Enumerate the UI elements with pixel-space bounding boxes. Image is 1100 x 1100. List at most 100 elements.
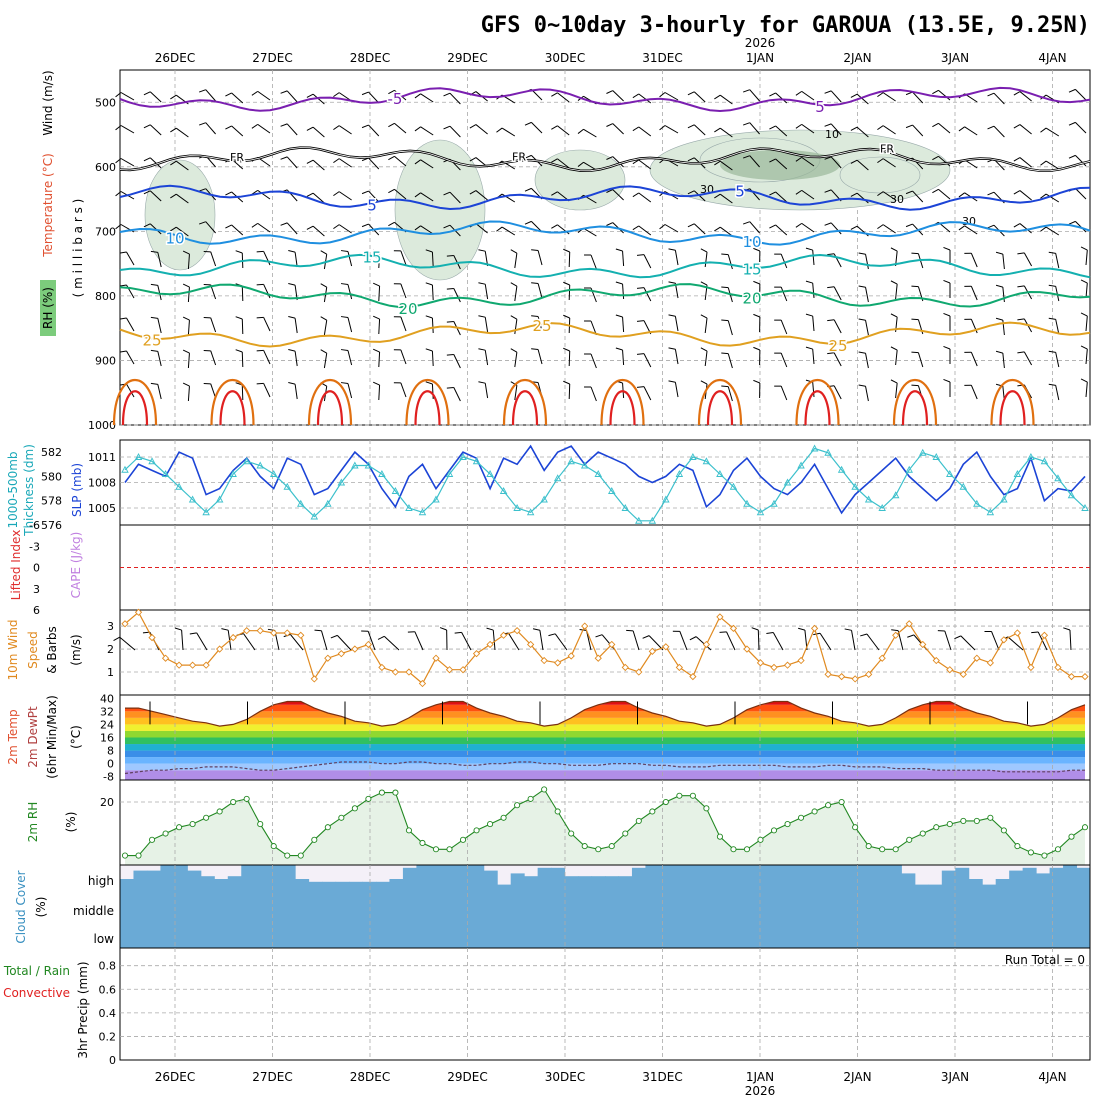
rh-point bbox=[798, 814, 805, 821]
wind-barb-flag bbox=[115, 158, 122, 164]
bottom-date-label: 27DEC bbox=[252, 1070, 292, 1084]
cloud-high-bar bbox=[578, 876, 593, 893]
wind-barb bbox=[970, 252, 978, 268]
wind-barb-flag bbox=[251, 189, 258, 195]
wind-barb-flag bbox=[1031, 631, 1039, 634]
boundary-layer-isotherm bbox=[804, 390, 831, 426]
wind-barb-flag bbox=[827, 286, 835, 289]
wind-barb bbox=[453, 354, 461, 369]
isotherm-label: 5 bbox=[367, 196, 377, 214]
rh-point bbox=[581, 843, 588, 850]
wind-barb bbox=[812, 316, 815, 332]
wind-barb-flag bbox=[388, 122, 395, 128]
rh-tick: 20 bbox=[100, 796, 114, 809]
wind-barb-flag bbox=[1013, 91, 1021, 96]
wind-barb bbox=[586, 630, 592, 651]
temperature-tick: -8 bbox=[103, 771, 114, 784]
slp-point bbox=[256, 461, 264, 469]
rh-point bbox=[365, 795, 372, 802]
wind-barb bbox=[263, 317, 271, 332]
wind-barb bbox=[895, 284, 898, 300]
pressure-tick: 500 bbox=[95, 96, 116, 109]
boundary-layer-isotherm bbox=[307, 379, 353, 426]
wind-speed-point bbox=[432, 654, 440, 662]
wind-barb bbox=[257, 222, 271, 233]
wind-speed-point bbox=[1027, 663, 1035, 672]
slp-point bbox=[756, 508, 765, 516]
wind-barb bbox=[568, 284, 571, 301]
wind-barb-flag bbox=[1040, 226, 1047, 232]
dewpoint-line bbox=[124, 761, 1085, 775]
slp-point bbox=[635, 516, 643, 524]
wind-barb bbox=[632, 630, 640, 651]
wind-speed-point bbox=[865, 670, 873, 678]
wind-barb bbox=[400, 349, 407, 365]
temperature-band bbox=[125, 730, 1085, 738]
wind-barb bbox=[461, 632, 472, 651]
cloud-unit-label: (%) bbox=[34, 897, 48, 918]
wind-barb bbox=[187, 320, 190, 336]
isotherm-0 bbox=[119, 86, 1091, 113]
wind-barb-flag bbox=[551, 92, 558, 97]
cloud-high-bar bbox=[187, 870, 202, 893]
wind-barb bbox=[1045, 160, 1060, 170]
temperature-line bbox=[125, 700, 1086, 727]
wind-speed-point bbox=[946, 666, 954, 674]
wind-barb bbox=[367, 631, 376, 651]
wind-barb bbox=[1075, 122, 1087, 134]
wind-barb-flag bbox=[636, 287, 645, 289]
wind-axis-label-3: & Barbs bbox=[45, 626, 59, 674]
isotherm-3 bbox=[119, 220, 1091, 246]
wind-barb-flag bbox=[478, 249, 486, 252]
wind-barb bbox=[664, 125, 679, 134]
wind-barb-flag bbox=[795, 156, 802, 162]
wind-speed-point bbox=[324, 654, 332, 662]
wind-barb-flag bbox=[987, 125, 995, 130]
wind-speed-point bbox=[405, 668, 413, 676]
wind-barb bbox=[205, 122, 216, 135]
wind-barb-flag bbox=[150, 316, 158, 319]
wind-speed-point bbox=[851, 675, 859, 683]
wind-barb bbox=[727, 353, 733, 369]
wind-barb bbox=[568, 350, 571, 367]
slp-point bbox=[445, 470, 454, 477]
wind-barb bbox=[856, 192, 869, 204]
wind-speed-point bbox=[973, 654, 981, 662]
wind-barb-flag bbox=[668, 248, 676, 251]
cloud-high-bar bbox=[1036, 873, 1051, 893]
temperature-band bbox=[125, 717, 1085, 725]
wind-barb-flag bbox=[1068, 88, 1076, 93]
wind-barb bbox=[149, 190, 162, 202]
wind-barb-flag bbox=[182, 316, 190, 321]
wind-barb bbox=[507, 632, 520, 651]
wind-barb-flag bbox=[753, 346, 761, 351]
wind-barb-flag bbox=[414, 192, 421, 198]
wind-barb bbox=[679, 631, 688, 651]
wind-barb bbox=[749, 221, 760, 234]
wind-barb bbox=[241, 351, 244, 368]
cloud-high-bar bbox=[672, 865, 687, 893]
wind-barb bbox=[286, 123, 298, 136]
wind-barb bbox=[257, 123, 271, 134]
wind-barb-flag bbox=[372, 348, 380, 353]
cloud-high-bar bbox=[726, 865, 741, 893]
rh-point bbox=[743, 846, 751, 853]
boundary-layer-isotherm bbox=[121, 390, 149, 426]
wind-barb bbox=[704, 252, 708, 268]
wind-barb bbox=[336, 635, 352, 651]
wind-barb bbox=[882, 158, 896, 168]
pressure-tick: 900 bbox=[95, 354, 116, 367]
precip-tick: 0.2 bbox=[99, 1030, 117, 1043]
wind-barb-flag bbox=[251, 90, 258, 96]
slp-point bbox=[851, 482, 859, 490]
wind-barb-flag bbox=[1080, 378, 1088, 383]
boundary-layer-isotherm bbox=[999, 390, 1026, 426]
wind-barb-flag bbox=[182, 283, 190, 288]
temperature-tick: 16 bbox=[100, 732, 114, 745]
isotherm-label: FR bbox=[512, 150, 526, 163]
wind-barb-flag bbox=[798, 627, 806, 631]
wind-speed-point bbox=[837, 672, 846, 681]
isotherm-label: 10 bbox=[165, 230, 184, 248]
cloud-high-bar bbox=[443, 865, 458, 893]
wind-barb-flag bbox=[911, 318, 919, 321]
